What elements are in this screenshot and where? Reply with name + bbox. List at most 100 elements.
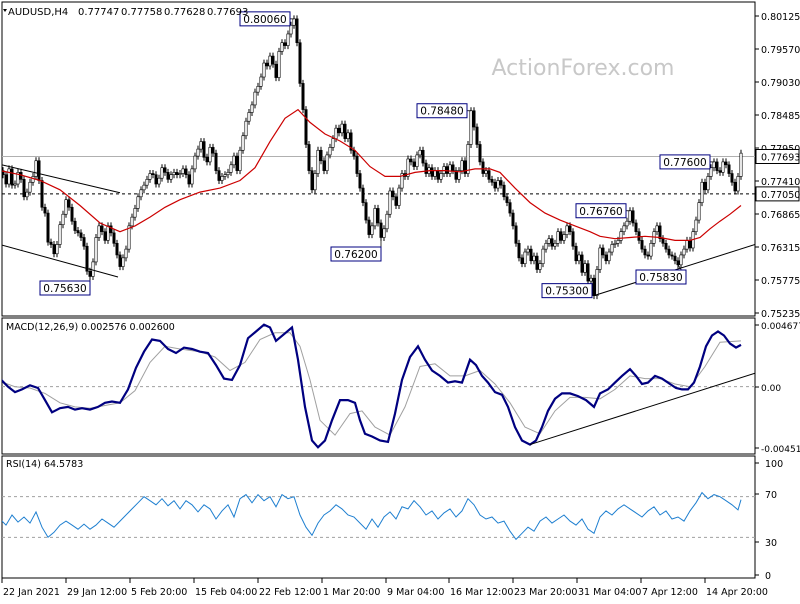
price-candle <box>22 179 26 198</box>
price-label-text: 0.76760 <box>579 206 622 218</box>
price-candle <box>193 155 197 170</box>
price-candle <box>727 164 731 174</box>
price-candle <box>418 149 422 156</box>
price-candle <box>208 147 212 163</box>
price-candle <box>7 168 11 185</box>
price-candle <box>268 55 272 67</box>
x-tick-label: 15 Feb 04:00 <box>195 587 257 598</box>
price-candle <box>181 168 185 174</box>
price-candle <box>196 148 200 157</box>
price-candle <box>445 166 449 174</box>
price-candle <box>604 254 608 262</box>
price-candle <box>325 154 329 171</box>
price-candle <box>352 149 356 157</box>
price-candle <box>655 225 659 232</box>
x-tick-label: 9 Mar 04:00 <box>387 587 444 598</box>
x-tick-label: 23 Mar 20:00 <box>514 587 577 598</box>
price-candle <box>10 168 14 186</box>
price-candle <box>220 176 224 181</box>
price-candle <box>31 176 35 183</box>
price-candle <box>67 199 71 208</box>
price-candle <box>505 196 509 203</box>
price-candle <box>211 147 215 154</box>
price-y-tick-label: 0.75775 <box>761 276 800 287</box>
price-candle <box>436 170 440 180</box>
price-candle <box>379 222 383 238</box>
price-label-box <box>39 280 91 296</box>
price-candle <box>46 212 50 243</box>
price-candle <box>490 179 494 183</box>
price-candle <box>721 161 725 173</box>
price-candle <box>301 83 305 110</box>
price-candle <box>346 132 350 139</box>
price-candle <box>343 123 347 139</box>
price-candle <box>226 172 230 175</box>
price-candle <box>262 62 266 78</box>
price-candle <box>247 112 251 122</box>
price-candle <box>16 172 20 185</box>
price-candle <box>286 33 290 46</box>
price-candle <box>688 240 692 249</box>
price-candle <box>328 147 332 156</box>
macd-plot-group <box>2 323 755 449</box>
price-label-box <box>239 11 291 27</box>
price-candle <box>265 62 269 67</box>
price-candle <box>115 243 119 256</box>
x-tick-label: 5 Feb 20:00 <box>131 587 187 598</box>
price-candle <box>637 231 641 241</box>
price-candle <box>322 160 326 171</box>
price-plot-group <box>2 15 755 300</box>
current-price-tag-box <box>755 148 800 164</box>
price-candle <box>148 173 152 180</box>
rsi-y-tick-label: 0 <box>765 571 771 582</box>
price-candle <box>388 190 392 215</box>
price-candle <box>430 167 434 177</box>
ohlc-value: 0.77758 <box>121 7 162 18</box>
price-label-box <box>541 283 593 299</box>
price-candle <box>370 225 374 235</box>
price-candle <box>679 254 683 266</box>
price-candle <box>466 144 470 174</box>
price-candle <box>331 138 335 148</box>
price-candle <box>277 51 281 78</box>
reference-level-tag: 0.77050 <box>761 190 800 201</box>
price-candle <box>649 243 653 257</box>
price-label-text: 0.75630 <box>43 283 86 295</box>
price-label: 0.75630 <box>39 276 91 296</box>
price-candle <box>568 225 572 232</box>
menu-triangle-icon <box>3 9 7 12</box>
price-candle <box>13 183 17 186</box>
price-candle <box>37 160 41 181</box>
price-candle <box>718 170 722 173</box>
price-candle <box>640 240 644 250</box>
price-candle <box>697 202 701 221</box>
macd-y-tick-label: 0.00 <box>761 384 781 394</box>
price-candle <box>202 141 206 158</box>
price-candle <box>205 156 209 163</box>
price-candle <box>736 176 740 192</box>
macd-title: MACD(12,26,9) 0.002576 0.002600 <box>6 322 175 333</box>
price-candle <box>481 161 485 174</box>
price-candle <box>244 120 248 137</box>
price-y-tick-label: 0.79570 <box>761 45 800 56</box>
price-candle <box>658 225 662 239</box>
price-candle <box>145 179 149 186</box>
x-tick-label: 16 Mar 12:00 <box>450 587 513 598</box>
price-candle <box>712 161 716 169</box>
price-candle <box>574 245 578 262</box>
price-candle <box>421 149 425 164</box>
price-candle <box>79 232 83 238</box>
price-candle <box>391 190 395 198</box>
price-candle <box>406 158 410 177</box>
price-candle <box>151 173 155 175</box>
macd-signal-line <box>2 332 742 436</box>
price-candle <box>160 167 164 179</box>
price-candle <box>229 164 233 173</box>
macd-pane-frame <box>1 317 756 455</box>
price-candle <box>400 173 404 189</box>
price-label-text: 0.75300 <box>545 286 588 298</box>
price-candle <box>250 104 254 113</box>
price-candle <box>472 110 476 128</box>
price-candle <box>733 181 737 192</box>
